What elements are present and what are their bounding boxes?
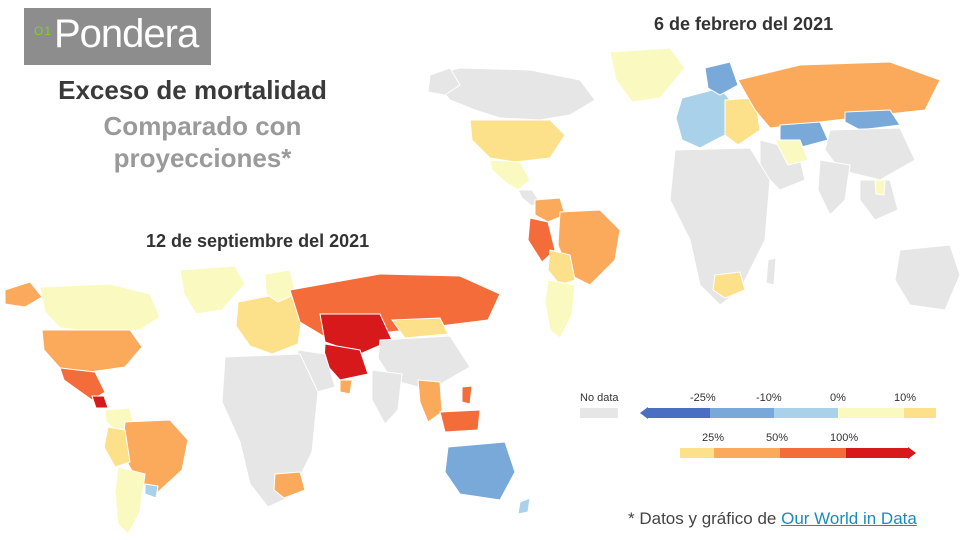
world-map-sep [4, 265, 531, 535]
pondera-logo: O1 Pondera [24, 8, 211, 65]
region-russia [737, 61, 941, 129]
map-date-feb: 6 de febrero del 2021 [654, 14, 834, 34]
region-alaska [4, 281, 43, 308]
region-australia [444, 441, 516, 501]
region-indonesia [439, 409, 481, 433]
region-usa [469, 119, 566, 163]
region-bolivia [547, 249, 576, 286]
region-colombia [534, 197, 566, 223]
legend-tick-pos25: 25% [702, 432, 725, 444]
source-note: * Datos y gráfico de Our World in Data [628, 509, 917, 529]
page-title: Exceso de mortalidad [58, 75, 327, 105]
region-south-africa [712, 271, 746, 299]
legend-scale-top [640, 407, 936, 419]
region-europe [235, 291, 303, 355]
legend-pos-arrow [908, 447, 916, 459]
map-date-sep: 12 de septiembre del 2021 [146, 231, 370, 251]
region-russia [289, 273, 501, 341]
region-canada [39, 283, 161, 333]
legend-tick-pos50: 50% [766, 432, 789, 444]
world-map-feb [427, 47, 960, 339]
page-subtitle: Comparado con proyecciones* [103, 111, 302, 173]
region-peru [527, 217, 556, 263]
region-oman [339, 379, 353, 395]
legend-tick-neg10: -10% [756, 392, 782, 404]
color-legend: No data -25% -10% 0% 10% 25% 50% 100% [578, 388, 938, 459]
region-central-asia [319, 313, 393, 355]
region-greenland [609, 47, 686, 103]
region-greenland [179, 265, 246, 315]
region-india [817, 159, 851, 216]
region-thailand [874, 179, 886, 196]
region-iran [774, 139, 809, 166]
legend-tick-pos10: 10% [894, 392, 917, 404]
legend-swatch-pos-max [846, 448, 908, 458]
region-central-america [91, 395, 109, 409]
legend-no-data-label: No data [580, 392, 619, 404]
legend-swatch-pos-mid [714, 448, 780, 458]
legend-swatch-neg-low [648, 408, 710, 418]
region-mongolia [844, 109, 901, 131]
legend-swatch-pos-small [904, 408, 936, 418]
region-uruguay [144, 483, 159, 499]
source-prefix: * Datos y gráfico de [628, 509, 777, 528]
region-new-zealand [517, 497, 531, 515]
region-europe-west [675, 87, 733, 149]
region-argentina-chile [544, 279, 576, 339]
region-se-asia [417, 379, 443, 423]
legend-swatch-neg-small [774, 408, 838, 418]
region-scandinavia [264, 269, 297, 303]
region-africa [221, 353, 319, 508]
region-scandinavia [704, 61, 739, 96]
region-mexico [489, 159, 531, 191]
logo-wordmark: Pondera [54, 12, 199, 56]
region-africa [669, 147, 771, 306]
region-india [371, 369, 403, 425]
legend-neg-arrow [640, 407, 648, 419]
legend-scale-bottom [680, 447, 916, 459]
region-madagascar [765, 257, 777, 286]
legend-swatch-low-pos [680, 448, 714, 458]
region-alaska [427, 67, 461, 96]
region-peru [103, 426, 131, 468]
legend-tick-neg25: -25% [690, 392, 716, 404]
region-south-africa [273, 471, 306, 499]
region-mongolia [391, 317, 449, 339]
region-usa [41, 329, 143, 373]
region-mexico [59, 367, 106, 401]
legend-swatch-near-zero [838, 408, 904, 418]
legend-swatch-pos-high [780, 448, 846, 458]
legend-tick-pos100: 100% [830, 432, 859, 444]
region-philippines [461, 385, 473, 405]
logo-mark: O1 [34, 24, 53, 38]
region-argentina-chile [114, 466, 146, 535]
region-brazil [557, 209, 621, 286]
legend-tick-zero: 0% [830, 392, 846, 404]
region-australia [894, 244, 960, 311]
legend-no-data-swatch [580, 408, 618, 418]
region-canada [429, 67, 596, 121]
legend-swatch-neg-mid [710, 408, 774, 418]
source-link[interactable]: Our World in Data [781, 509, 917, 528]
